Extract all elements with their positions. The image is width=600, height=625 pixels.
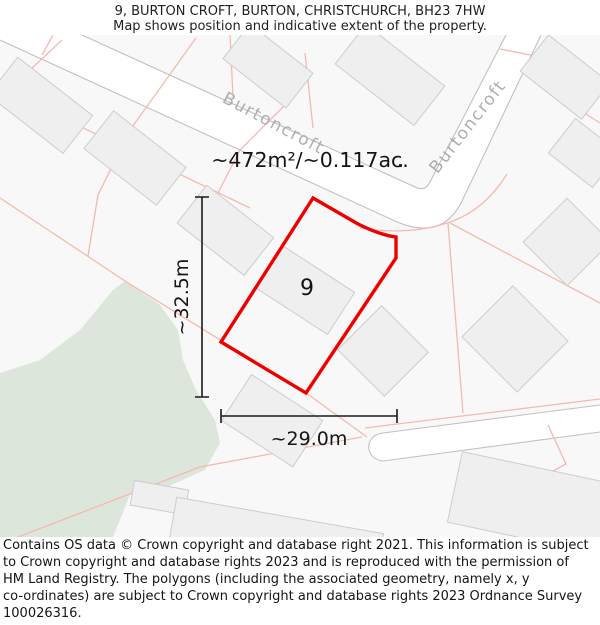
building <box>461 285 569 393</box>
map-dot-artifact <box>399 164 402 167</box>
building <box>522 197 600 287</box>
dimension-annotations <box>195 196 398 423</box>
property-map: Burtoncroft Burtoncroft 9 ~32.5m ~29.0m … <box>0 23 600 594</box>
area-label: ~472m²/~0.117ac. <box>211 148 409 172</box>
footer-line: 100026316. <box>3 605 82 621</box>
vertical-dimension-line <box>195 196 209 398</box>
footer-line: to Crown copyright and database rights 2… <box>3 554 569 570</box>
building <box>83 110 187 206</box>
road-edge <box>368 404 600 462</box>
building <box>519 34 600 120</box>
horizontal-dimension-label: ~29.0m <box>271 428 348 450</box>
vertical-dimension-label: ~32.5m <box>171 259 193 336</box>
building <box>446 451 600 560</box>
parcel-line <box>0 197 368 438</box>
building <box>165 496 385 594</box>
building <box>0 56 94 155</box>
parcel-line <box>41 34 54 56</box>
building <box>547 117 600 189</box>
building <box>334 23 446 127</box>
parcel-line <box>359 173 508 232</box>
building <box>222 23 314 109</box>
parcel-line <box>17 436 363 538</box>
property-address: 9, BURTON CROFT, BURTON, CHRISTCHURCH, B… <box>114 4 486 19</box>
road-edge <box>81 34 507 190</box>
green-open-space <box>0 281 220 537</box>
building <box>337 305 429 397</box>
map-description: Map shows position and indicative extent… <box>113 19 487 34</box>
road-culdesac-surface <box>368 405 600 461</box>
map-header: 9, BURTON CROFT, BURTON, CHRISTCHURCH, B… <box>0 0 600 35</box>
roads <box>0 35 600 461</box>
copyright-footer: Contains OS data © Crown copyright and d… <box>0 538 600 625</box>
parcel-line <box>447 222 464 414</box>
footer-line: Contains OS data © Crown copyright and d… <box>3 538 589 553</box>
parcel-line <box>449 222 600 304</box>
plot-number-label: 9 <box>300 276 314 301</box>
road-burtoncroft-surface <box>0 35 541 229</box>
building <box>220 373 324 468</box>
footer-line: co-ordinates) are subject to Crown copyr… <box>3 588 583 604</box>
horizontal-dimension-line <box>220 409 398 423</box>
property-outline-polygon <box>218 195 398 396</box>
parcel-line <box>304 52 314 129</box>
footer-line: HM Land Registry. The polygons (includin… <box>3 571 530 587</box>
map-canvas: Burtoncroft Burtoncroft 9 ~32.5m ~29.0m … <box>0 23 600 594</box>
parcel-line <box>364 398 600 429</box>
